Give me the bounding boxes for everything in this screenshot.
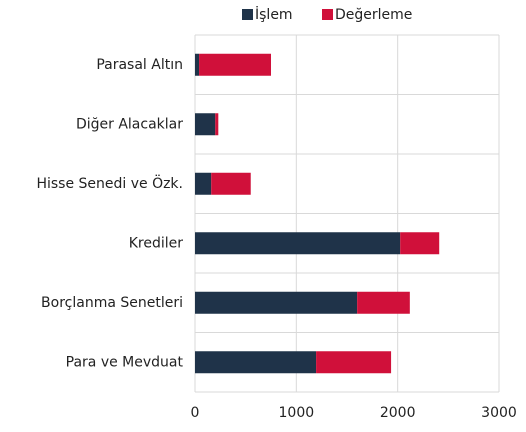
bar-segment [211, 172, 251, 195]
y-tick-label: Diğer Alacaklar [76, 116, 183, 132]
y-tick-label: Para ve Mevduat [66, 354, 184, 370]
bar-segment [195, 113, 216, 136]
x-tick-label: 1000 [279, 405, 315, 421]
y-tick-label: Parasal Altın [96, 57, 183, 73]
y-tick-label: Krediler [129, 235, 184, 251]
x-tick-label: 0 [191, 405, 200, 421]
legend-swatch [242, 9, 253, 20]
x-tick-label: 3000 [481, 405, 517, 421]
bar-segment [195, 172, 212, 195]
bar-segment [195, 53, 200, 76]
x-tick-label: 2000 [380, 405, 416, 421]
legend-label: İşlem [255, 5, 293, 23]
bar-segment [357, 291, 410, 314]
bar-segment [215, 113, 219, 136]
bar-segment [195, 351, 317, 374]
legend-swatch [322, 9, 333, 20]
bar-segment [195, 291, 358, 314]
y-tick-label: Hisse Senedi ve Özk. [36, 174, 183, 192]
bar-segment [195, 232, 401, 255]
bar-segment [199, 53, 271, 76]
bar-segment [316, 351, 392, 374]
bar-segment [400, 232, 440, 255]
legend-label: Değerleme [335, 7, 412, 23]
y-tick-label: Borçlanma Senetleri [41, 295, 183, 311]
